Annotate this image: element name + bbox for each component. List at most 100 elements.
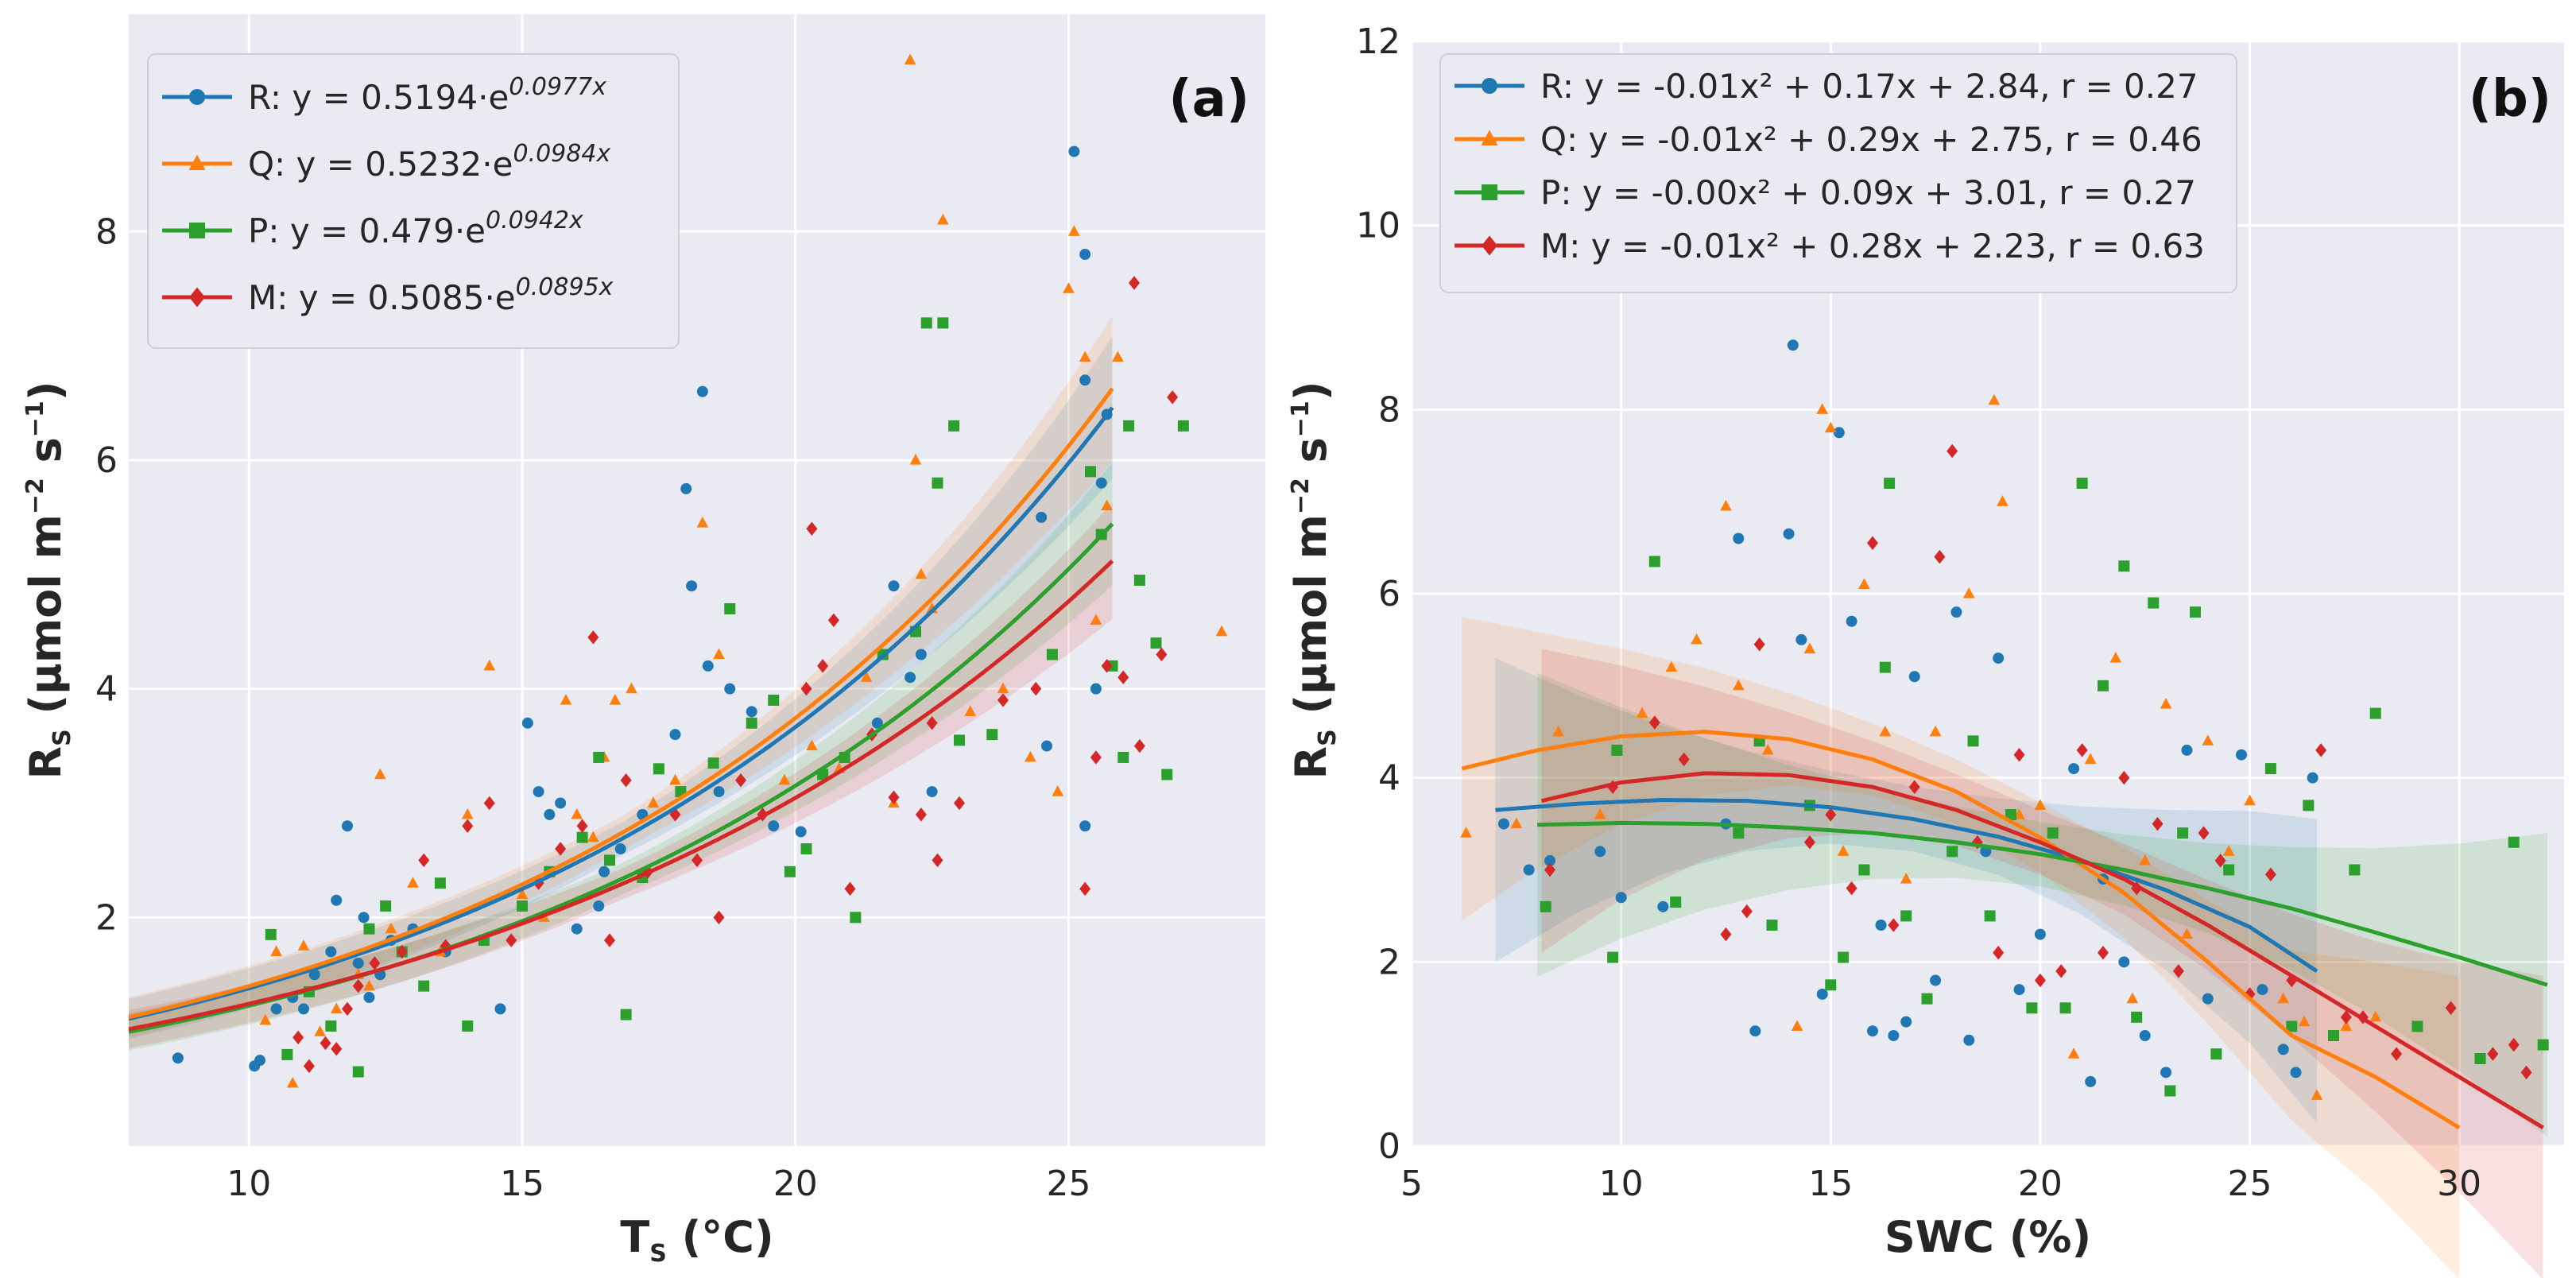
data-point-R (358, 912, 370, 924)
y-tick-label: 10 (1356, 206, 1400, 246)
data-point-M (2214, 854, 2226, 868)
data-point-R (915, 649, 927, 660)
data-point-M (800, 681, 812, 696)
x-tick-label: 30 (2437, 1164, 2481, 1204)
data-point-R (2034, 928, 2046, 940)
data-point-R (2290, 1067, 2302, 1079)
data-point-Q (1691, 633, 1702, 645)
data-point-P (2026, 1002, 2038, 1014)
legend-label-P: P: y = 0.479·e0.0942x (248, 207, 583, 250)
data-point-Q (1761, 743, 1774, 755)
data-point-P (1670, 897, 1682, 908)
data-point-R (1657, 900, 1669, 912)
data-point-Q (374, 768, 386, 780)
data-point-Q (860, 671, 873, 682)
data-point-M (1648, 715, 1660, 730)
data-point-R (2139, 1030, 2151, 1041)
data-point-M (2445, 1001, 2457, 1015)
legend-label-R: R: y = 0.5194·e0.0977x (248, 73, 606, 117)
data-point-M (2118, 770, 2130, 785)
data-point-P (2164, 1085, 2176, 1097)
data-point-M (932, 853, 943, 868)
data-point-P (2369, 707, 2381, 719)
y-tick-label: 8 (1378, 389, 1400, 430)
scatter-points-b (1460, 339, 2549, 1100)
data-point-R (1795, 633, 1807, 645)
data-point-R (555, 797, 567, 809)
data-point-M (926, 716, 938, 730)
data-point-Q (806, 739, 818, 751)
fit-lines-a (128, 387, 1114, 1034)
legend-marker-P (189, 223, 205, 238)
fit-line-R (1495, 797, 2318, 974)
data-point-R (494, 1003, 506, 1015)
data-point-P (1611, 744, 1623, 756)
data-point-R (1950, 606, 1962, 618)
data-point-Q (2084, 753, 2097, 765)
data-point-R (1095, 477, 1107, 489)
x-tick-label: 25 (2228, 1164, 2272, 1204)
data-point-R (2181, 744, 2193, 756)
data-point-R (680, 482, 692, 494)
data-point-M (555, 842, 567, 856)
data-point-P (593, 751, 605, 763)
y-tick-label: 2 (95, 897, 118, 938)
data-point-R (2256, 984, 2268, 996)
data-point-Q (407, 877, 419, 888)
data-point-P (2210, 1048, 2222, 1060)
data-point-P (2059, 1002, 2071, 1014)
data-point-M (483, 796, 495, 811)
data-point-P (2328, 1030, 2339, 1041)
data-point-R (1900, 1016, 1912, 1028)
data-point-P (1648, 556, 1660, 567)
data-point-M (2152, 816, 2163, 831)
data-point-P (724, 602, 736, 614)
data-point-Q (2067, 1048, 2080, 1059)
data-point-M (954, 796, 965, 811)
x-tick-label: 10 (227, 1164, 271, 1204)
data-point-R (1875, 920, 1887, 931)
data-point-R (1544, 854, 1555, 866)
data-point-Q (1997, 495, 2009, 506)
data-point-R (533, 786, 544, 798)
data-point-P (576, 831, 588, 843)
data-point-P (1733, 827, 1745, 839)
data-point-M (2487, 1047, 2499, 1061)
data-point-M (827, 613, 839, 628)
data-point-R (1523, 864, 1535, 876)
x-tick-label: 15 (1808, 1164, 1853, 1204)
data-point-Q (1636, 707, 1648, 718)
data-point-M (806, 521, 818, 536)
y-tick-label: 4 (1378, 758, 1400, 799)
data-point-P (1133, 575, 1145, 586)
data-point-Q (314, 1025, 326, 1036)
panel-b: 5 10 15 20 25 30 0 2 4 6 8 10 12 SWC (%) RS (μmol m… (1286, 21, 2564, 1278)
data-point-Q (571, 807, 583, 819)
data-point-M (2172, 964, 2184, 978)
data-point-R (598, 866, 610, 877)
data-point-P (434, 877, 446, 889)
data-point-M (1118, 670, 1129, 685)
data-point-P (800, 843, 812, 855)
data-point-P (1825, 979, 1837, 991)
data-point-P (418, 980, 430, 992)
data-point-M (713, 910, 725, 925)
data-point-Q (964, 705, 977, 717)
data-point-M (506, 933, 517, 947)
data-point-M (691, 853, 703, 868)
data-point-Q (626, 682, 637, 694)
x-tick-label: 25 (1047, 1164, 1091, 1204)
data-point-Q (1063, 282, 1075, 293)
data-point-Q (1079, 350, 1091, 362)
data-point-Q (2244, 794, 2256, 806)
y-tick-label: 6 (1378, 574, 1400, 614)
x-tick-labels-a: 10 15 20 25 (227, 1164, 1090, 1204)
legend-b: R: y = -0.01x² + 0.17x + 2.84, r = 0.27 Q… (1439, 53, 2237, 293)
data-point-P (281, 1048, 293, 1060)
data-point-M (462, 819, 474, 834)
data-point-R (614, 843, 626, 855)
data-point-P (1984, 910, 1996, 922)
data-point-Q (937, 213, 949, 225)
data-point-Q (560, 693, 572, 705)
